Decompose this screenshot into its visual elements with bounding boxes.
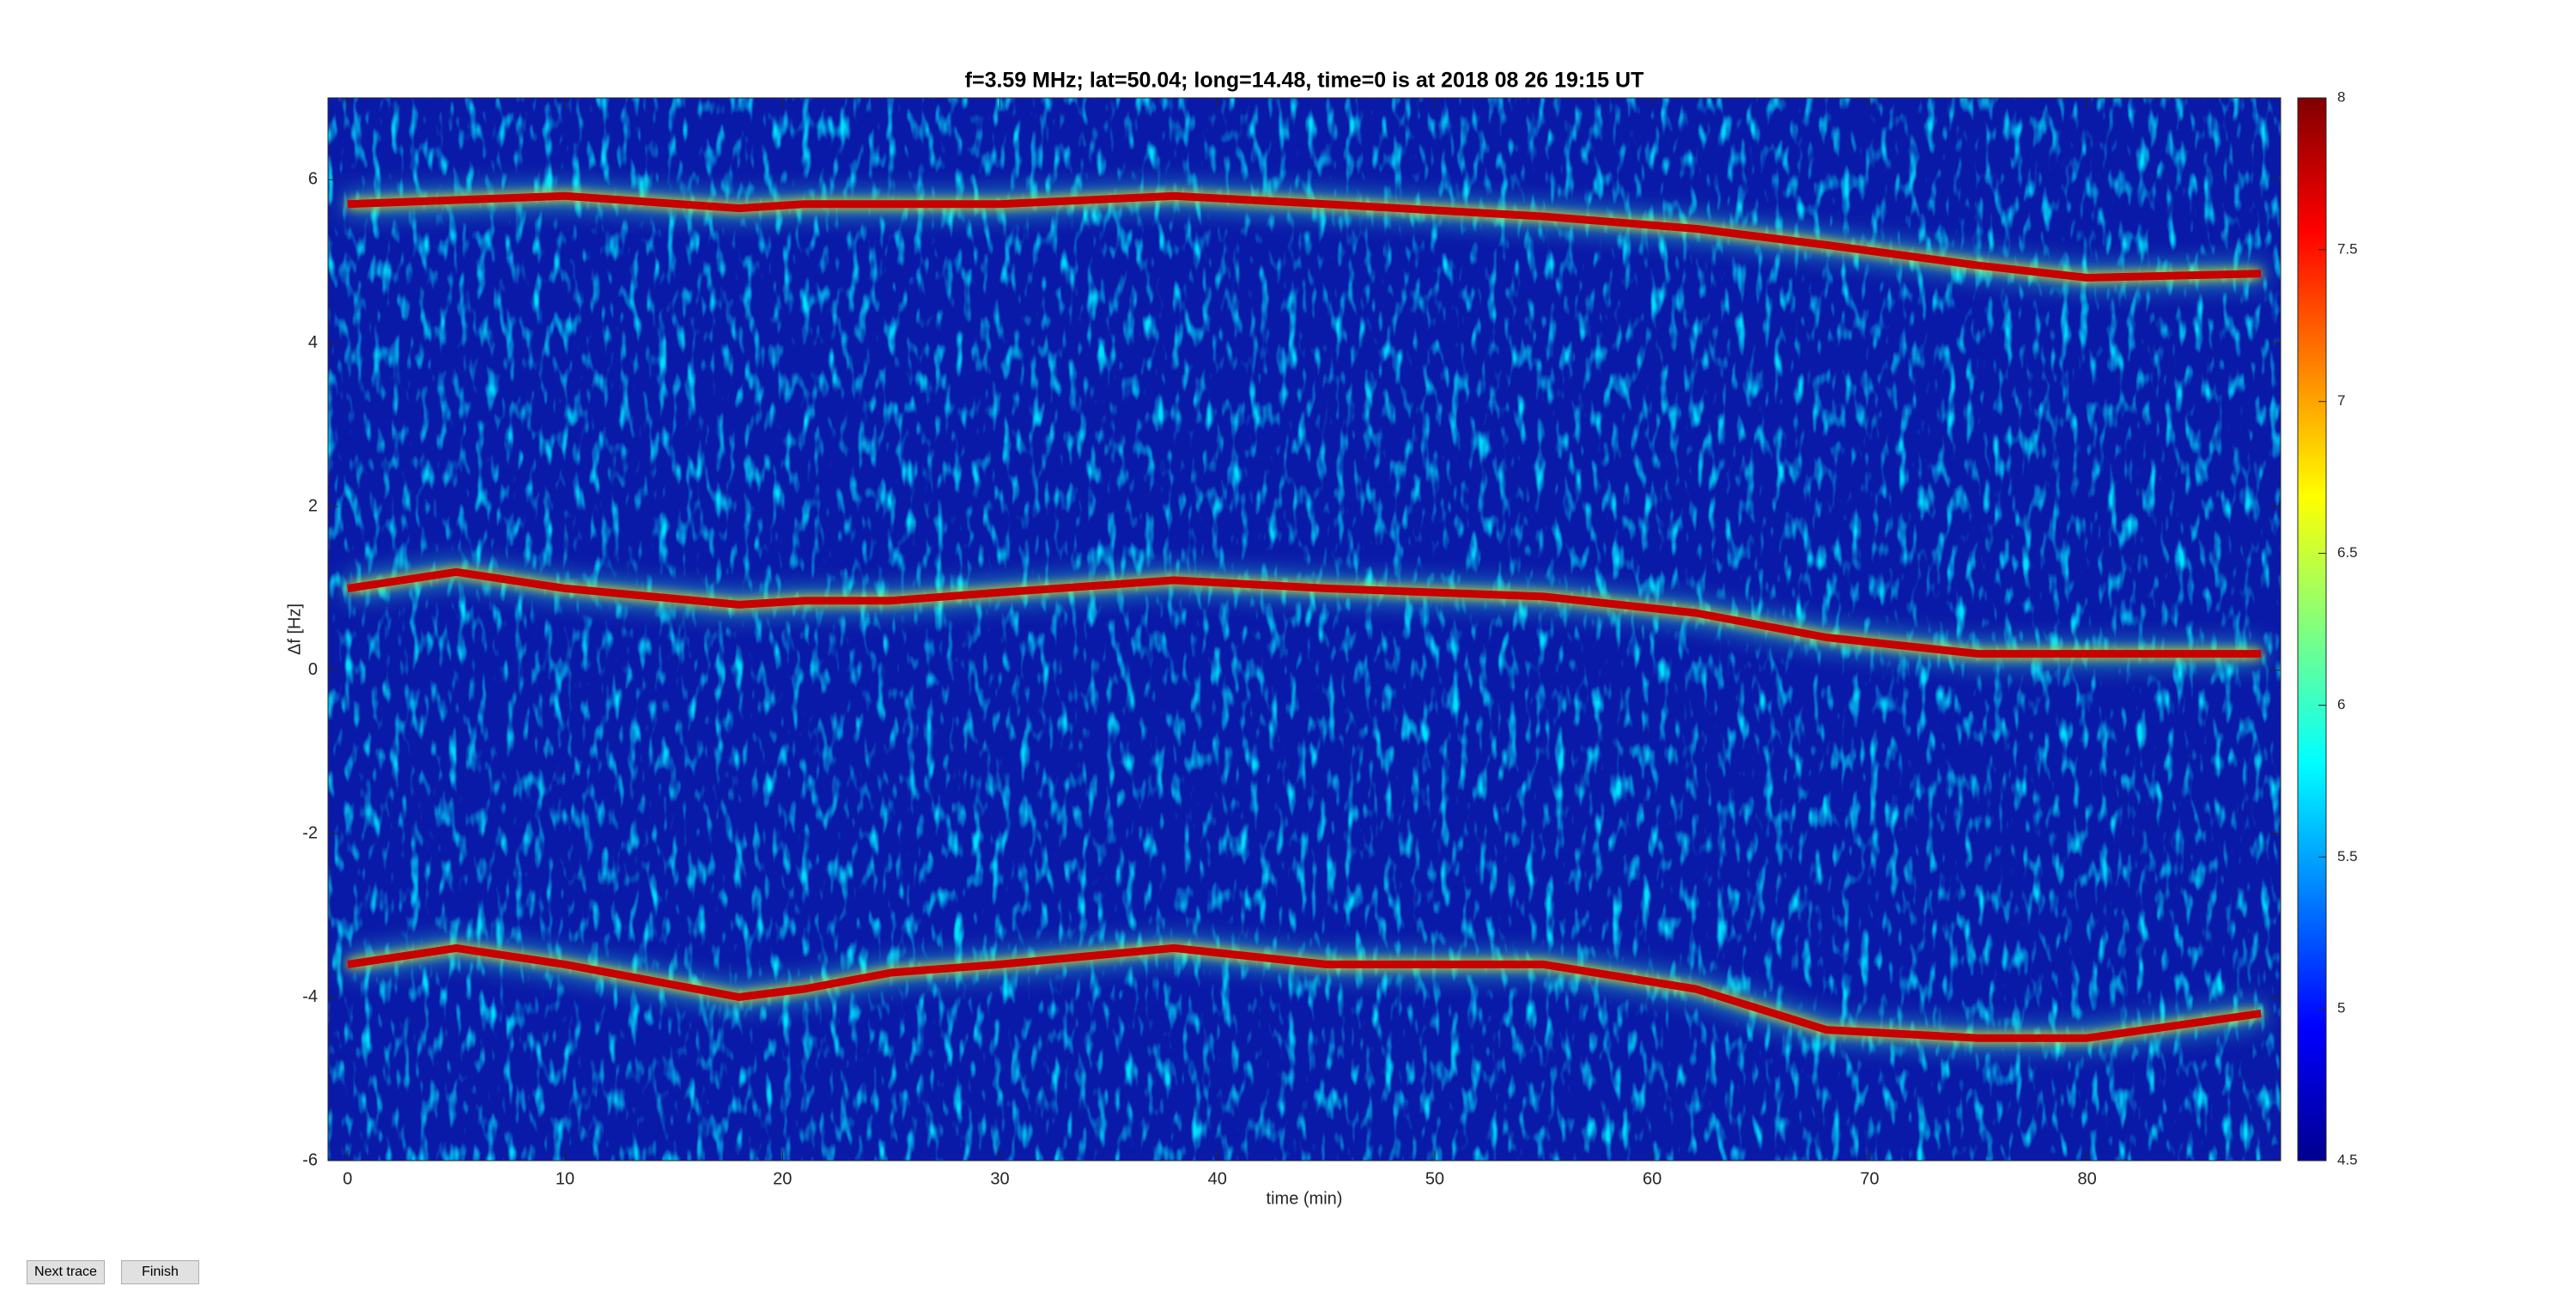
chart-title: f=3.59 MHz; lat=50.04; long=14.48, time=… xyxy=(965,69,1644,93)
x-tick-label: 0 xyxy=(343,1169,352,1188)
x-tick-label: 10 xyxy=(556,1169,574,1188)
y-tick-label: -2 xyxy=(302,823,318,842)
x-axis-label: time (min) xyxy=(1267,1189,1343,1208)
colorbar-tick-label: 5.5 xyxy=(2337,848,2358,864)
trace xyxy=(347,943,2262,1042)
x-tick-label: 30 xyxy=(990,1169,1009,1188)
y-tick-label: 0 xyxy=(308,660,318,679)
y-axis-label: Δf [Hz] xyxy=(285,604,304,655)
colorbar xyxy=(2297,97,2327,1162)
figure: f=3.59 MHz; lat=50.04; long=14.48, time=… xyxy=(285,69,2358,1209)
y-tick-label: 6 xyxy=(308,170,318,189)
x-tick-label: 20 xyxy=(773,1169,792,1188)
x-tick-label: 70 xyxy=(1860,1169,1879,1188)
colorbar-tick-label: 4.5 xyxy=(2337,1151,2358,1168)
y-tick-label: 4 xyxy=(308,333,318,352)
axes-box xyxy=(327,97,2281,1162)
next-trace-button[interactable]: Next trace xyxy=(27,1260,105,1284)
y-tick-label: -4 xyxy=(302,987,318,1006)
x-tick-label: 40 xyxy=(1208,1169,1227,1188)
heatmap-noise xyxy=(328,98,2281,1161)
y-tick-label: -6 xyxy=(302,1150,318,1169)
colorbar-tick-label: 7.5 xyxy=(2337,240,2358,257)
plot-area xyxy=(347,191,2262,1042)
x-tick-label: 50 xyxy=(1425,1169,1444,1188)
finish-button[interactable]: Finish xyxy=(121,1260,199,1284)
colorbar-tick-label: 7 xyxy=(2337,392,2345,409)
colorbar-tick-label: 8 xyxy=(2337,88,2345,105)
colorbar-tick-label: 6.5 xyxy=(2337,544,2358,561)
colorbar-tick-label: 6 xyxy=(2337,696,2345,713)
colorbar-tick-label: 5 xyxy=(2337,1000,2345,1016)
x-tick-label: 80 xyxy=(2078,1169,2097,1188)
x-tick-label: 60 xyxy=(1643,1169,1662,1188)
trace xyxy=(347,567,2262,658)
trace xyxy=(347,191,2262,282)
y-tick-label: 2 xyxy=(308,496,318,515)
